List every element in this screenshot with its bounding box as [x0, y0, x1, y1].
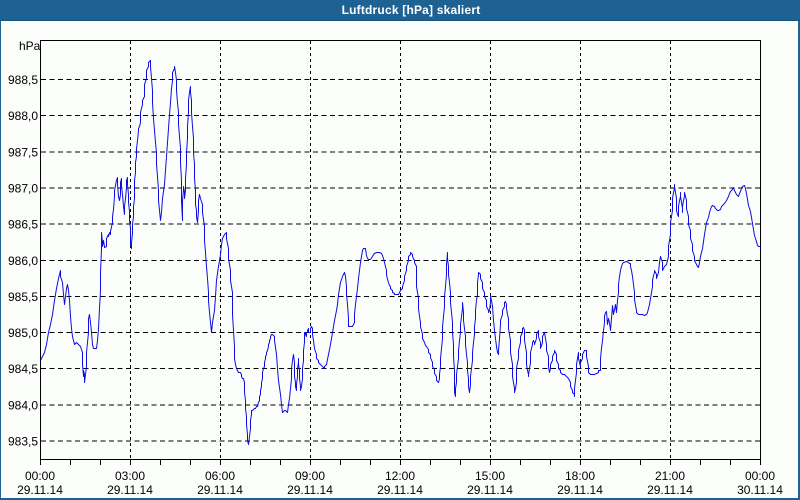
- svg-text:988,0: 988,0: [8, 109, 38, 123]
- svg-text:29.11.14: 29.11.14: [377, 483, 423, 497]
- svg-text:983,5: 983,5: [8, 435, 38, 449]
- svg-text:00:00: 00:00: [745, 469, 775, 483]
- svg-text:03:00: 03:00: [115, 469, 145, 483]
- svg-text:18:00: 18:00: [565, 469, 595, 483]
- svg-text:29.11.14: 29.11.14: [17, 483, 63, 497]
- svg-text:06:00: 06:00: [205, 469, 235, 483]
- svg-text:29.11.14: 29.11.14: [557, 483, 603, 497]
- svg-text:hPa: hPa: [19, 39, 41, 53]
- svg-text:987,5: 987,5: [8, 146, 38, 160]
- svg-text:986,5: 986,5: [8, 218, 38, 232]
- svg-text:21:00: 21:00: [655, 469, 685, 483]
- svg-text:985,0: 985,0: [8, 326, 38, 340]
- svg-text:987,0: 987,0: [8, 182, 38, 196]
- svg-text:30.11.14: 30.11.14: [737, 483, 783, 497]
- svg-text:00:00: 00:00: [25, 469, 55, 483]
- svg-text:09:00: 09:00: [295, 469, 325, 483]
- svg-text:988,5: 988,5: [8, 73, 38, 87]
- svg-text:29.11.14: 29.11.14: [197, 483, 243, 497]
- svg-text:984,0: 984,0: [8, 399, 38, 413]
- svg-text:12:00: 12:00: [385, 469, 415, 483]
- svg-text:15:00: 15:00: [475, 469, 505, 483]
- svg-text:986,0: 986,0: [8, 254, 38, 268]
- svg-text:29.11.14: 29.11.14: [647, 483, 693, 497]
- svg-text:984,5: 984,5: [8, 362, 38, 376]
- svg-text:29.11.14: 29.11.14: [107, 483, 153, 497]
- svg-text:985,5: 985,5: [8, 290, 38, 304]
- svg-text:29.11.14: 29.11.14: [467, 483, 513, 497]
- svg-text:29.11.14: 29.11.14: [287, 483, 333, 497]
